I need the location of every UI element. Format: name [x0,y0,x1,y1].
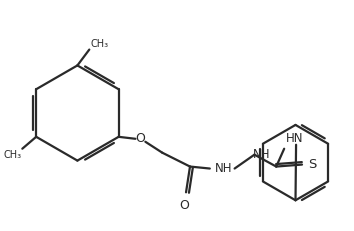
Text: CH₃: CH₃ [3,150,21,160]
Text: HN: HN [286,132,304,145]
Text: S: S [308,158,316,171]
Text: NH: NH [252,148,270,161]
Text: O: O [179,199,189,212]
Text: O: O [136,132,145,145]
Text: NH: NH [215,162,232,175]
Text: CH₃: CH₃ [90,39,108,49]
